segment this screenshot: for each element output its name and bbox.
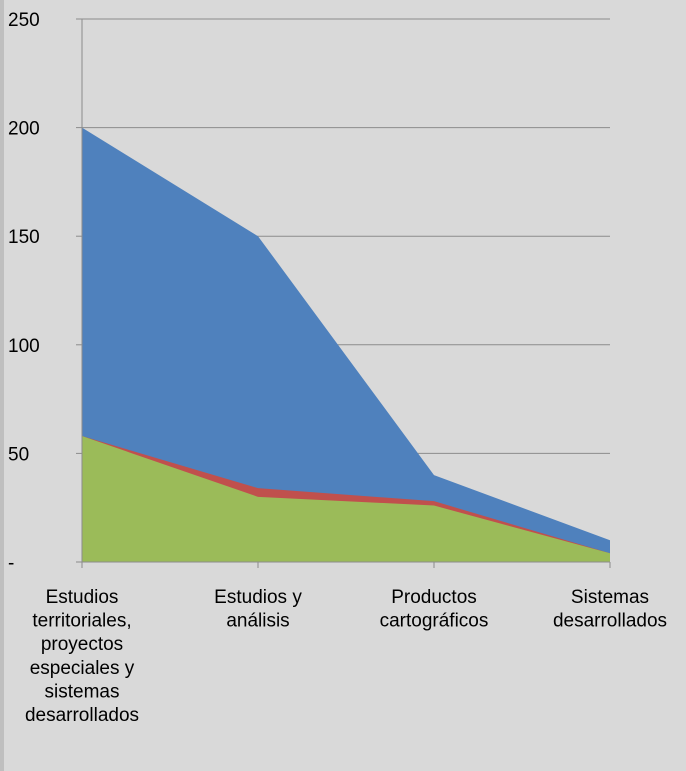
x-category-label-1-line-5: sistemas xyxy=(45,681,120,702)
x-category-label-1-line-4: especiales y xyxy=(30,658,135,679)
y-tick-label-0: - xyxy=(8,553,14,574)
x-category-label-4-line-2: desarrollados xyxy=(553,611,667,632)
x-category-label-2-line-1: Estudios y xyxy=(214,587,302,608)
y-tick-label-100: 100 xyxy=(8,336,40,357)
area-series-3 xyxy=(82,436,610,562)
x-category-label-1-line-1: Estudios xyxy=(46,587,119,608)
x-category-label-3-line-1: Productos xyxy=(391,587,477,608)
area-series-1 xyxy=(82,127,610,562)
y-tick-label-50: 50 xyxy=(8,444,29,465)
x-category-label-4-line-1: Sistemas xyxy=(571,587,649,608)
left-border xyxy=(0,0,4,771)
x-category-label-3-line-2: cartográficos xyxy=(380,611,489,632)
y-tick-label-150: 150 xyxy=(8,227,40,248)
x-category-label-2-line-2: análisis xyxy=(226,611,289,632)
x-category-label-1-line-3: proyectos xyxy=(41,634,123,655)
y-tick-label-200: 200 xyxy=(8,119,40,140)
x-category-label-1-line-2: territoriales, xyxy=(32,611,131,632)
y-tick-label-250: 250 xyxy=(8,10,40,31)
x-category-label-1-line-6: desarrollados xyxy=(25,705,139,726)
